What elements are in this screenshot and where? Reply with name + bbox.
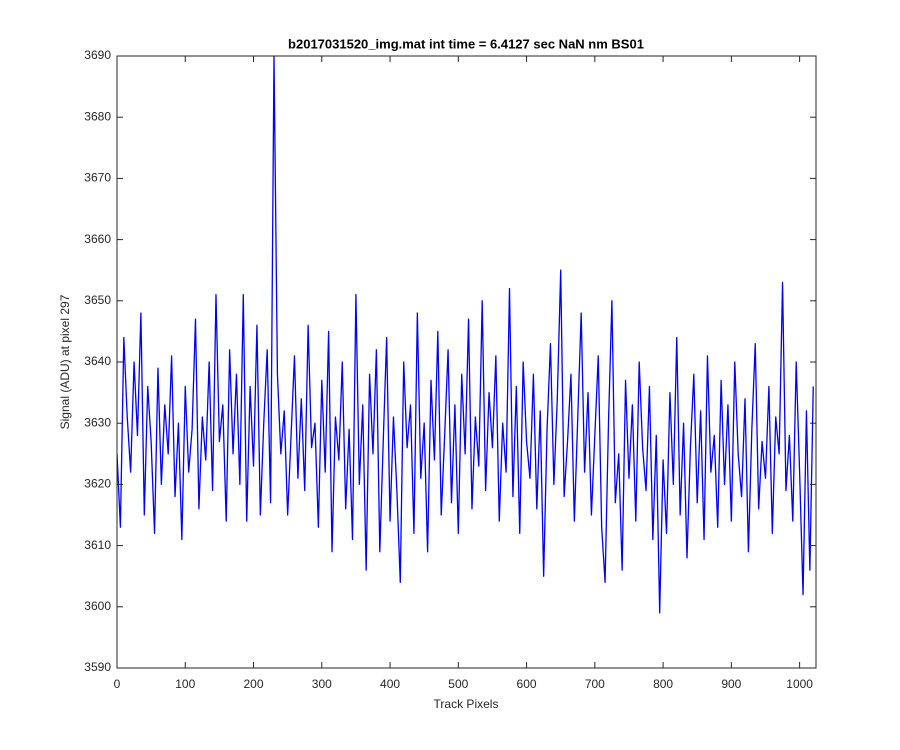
y-tick-label: 3640 bbox=[84, 354, 111, 368]
x-axis-label: Track Pixels bbox=[434, 697, 499, 711]
y-tick-label: 3670 bbox=[84, 171, 111, 185]
y-tick-label: 3610 bbox=[84, 538, 111, 552]
chart-title: b2017031520_img.mat int time = 6.4127 se… bbox=[288, 36, 644, 51]
y-tick-label: 3620 bbox=[84, 477, 111, 491]
x-tick-label: 100 bbox=[175, 677, 195, 691]
x-tick-label: 900 bbox=[721, 677, 741, 691]
y-tick-label: 3690 bbox=[84, 48, 111, 62]
x-tick-label: 800 bbox=[653, 677, 673, 691]
y-axis-label: Signal (ADU) at pixel 297 bbox=[58, 294, 72, 429]
x-tick-label: 200 bbox=[244, 677, 264, 691]
plot-marks bbox=[117, 56, 814, 614]
x-tick-label: 500 bbox=[448, 677, 468, 691]
y-tick-label: 3600 bbox=[84, 599, 111, 613]
x-tick-label: 0 bbox=[114, 677, 121, 691]
plot-area bbox=[117, 56, 816, 668]
y-tick-label: 3650 bbox=[84, 293, 111, 307]
y-tick-label: 3660 bbox=[84, 232, 111, 246]
x-tick-label: 600 bbox=[517, 677, 537, 691]
x-tick-label: 300 bbox=[312, 677, 332, 691]
x-tick-label: 400 bbox=[380, 677, 400, 691]
data-line bbox=[117, 56, 814, 614]
x-tick-label: 700 bbox=[585, 677, 605, 691]
x-tick-label: 1000 bbox=[786, 677, 813, 691]
y-tick-label: 3630 bbox=[84, 415, 111, 429]
y-tick-label: 3680 bbox=[84, 109, 111, 123]
y-tick-label: 3590 bbox=[84, 660, 111, 674]
